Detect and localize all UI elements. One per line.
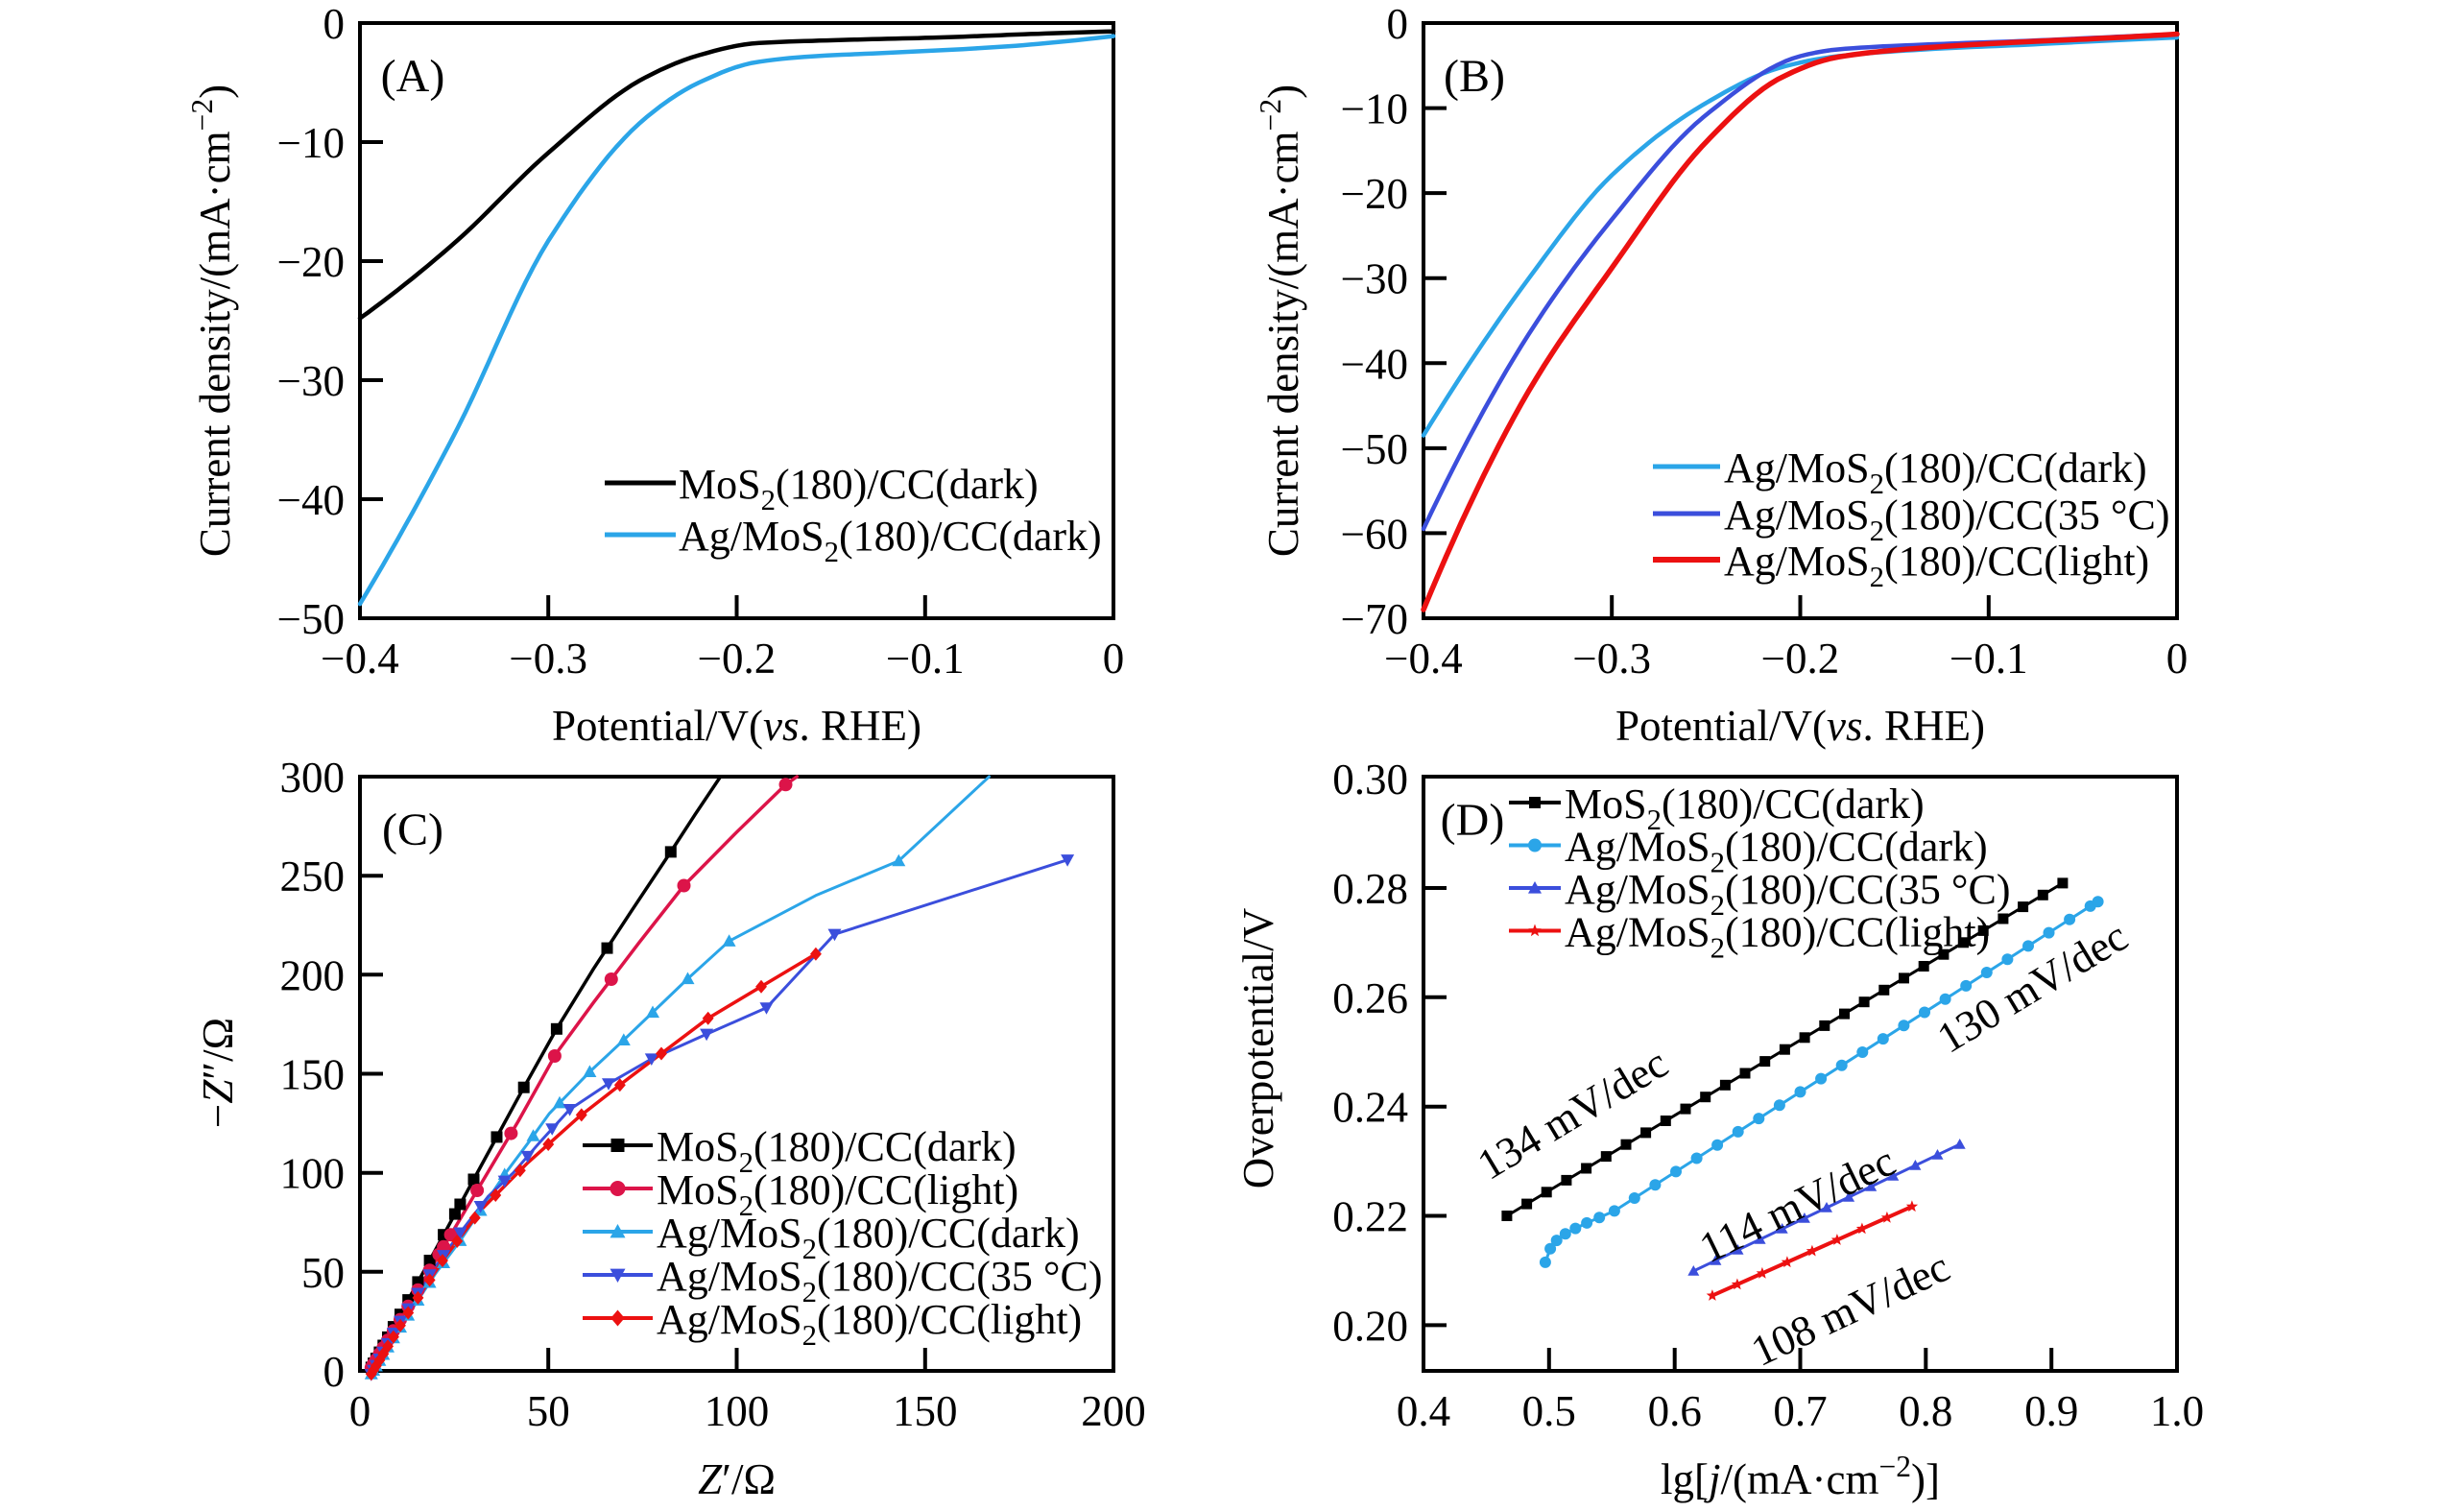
svg-text:150: 150 [893, 1387, 958, 1435]
svg-text:Potential/V(vs. RHE): Potential/V(vs. RHE) [1615, 702, 1985, 750]
svg-text:50: 50 [527, 1387, 570, 1435]
svg-text:−20: −20 [277, 238, 345, 286]
svg-text:−0.4: −0.4 [321, 635, 399, 683]
svg-text:−0.3: −0.3 [509, 635, 587, 683]
svg-text:Ag/MoS2​(180)/CC(light): Ag/MoS2​(180)/CC(light) [657, 1296, 1082, 1352]
svg-text:1.0: 1.0 [2150, 1387, 2204, 1435]
svg-text:0.22: 0.22 [1332, 1193, 1408, 1241]
svg-text:200: 200 [280, 951, 346, 999]
svg-text:−0.2: −0.2 [1761, 635, 1840, 683]
svg-text:−Z″/Ω: −Z″/Ω [194, 1018, 242, 1128]
svg-text:MoS2​(180)/CC(dark): MoS2​(180)/CC(dark) [1565, 780, 1925, 836]
svg-text:−0.1: −0.1 [1950, 635, 2028, 683]
svg-text:−60: −60 [1341, 510, 1408, 558]
svg-text:MoS2​(180)/CC(dark): MoS2​(180)/CC(dark) [679, 461, 1039, 516]
svg-text:(A): (A) [381, 51, 445, 102]
svg-text:(B): (B) [1444, 51, 1505, 102]
svg-text:0: 0 [1103, 635, 1125, 683]
svg-text:−50: −50 [277, 595, 345, 643]
svg-text:100: 100 [705, 1387, 770, 1435]
svg-text:−40: −40 [277, 476, 345, 524]
svg-text:−50: −50 [1341, 425, 1408, 473]
svg-text:−0.4: −0.4 [1384, 635, 1463, 683]
svg-text:Ag/MoS2​(180)/CC(35 °C): Ag/MoS2​(180)/CC(35 °C) [1565, 866, 2010, 922]
svg-text:Z′/Ω: Z′/Ω [698, 1455, 776, 1503]
svg-text:0.8: 0.8 [1899, 1387, 1952, 1435]
svg-text:Ag/MoS2​(180)/CC(light): Ag/MoS2​(180)/CC(light) [1565, 909, 1990, 965]
svg-text:−10: −10 [1341, 85, 1408, 133]
svg-text:0: 0 [2166, 635, 2189, 683]
svg-text:Current density/(mA·cm−2​): Current density/(mA·cm−2​) [185, 84, 239, 557]
svg-text:200: 200 [1081, 1387, 1146, 1435]
svg-text:0.9: 0.9 [2024, 1387, 2078, 1435]
svg-text:Potential/V(vs. RHE): Potential/V(vs. RHE) [552, 702, 921, 750]
svg-text:−0.1: −0.1 [886, 635, 965, 683]
svg-text:0.20: 0.20 [1332, 1302, 1408, 1350]
svg-text:Ag/MoS2​(180)/CC(35 °C): Ag/MoS2​(180)/CC(35 °C) [657, 1253, 1102, 1308]
svg-text:0: 0 [323, 1348, 346, 1396]
svg-text:Ag/MoS2​(180)/CC(light): Ag/MoS2​(180)/CC(light) [1724, 538, 2149, 593]
svg-text:Ag/MoS2​(180)/CC(35 °C): Ag/MoS2​(180)/CC(35 °C) [1724, 492, 2169, 547]
svg-text:−10: −10 [277, 119, 345, 167]
svg-text:50: 50 [301, 1249, 345, 1297]
svg-text:MoS2​(180)/CC(light): MoS2​(180)/CC(light) [657, 1166, 1018, 1222]
svg-text:MoS2​(180)/CC(dark): MoS2​(180)/CC(dark) [657, 1123, 1017, 1179]
svg-text:0.30: 0.30 [1332, 756, 1408, 804]
svg-text:0.28: 0.28 [1332, 865, 1408, 913]
svg-text:0: 0 [323, 0, 346, 48]
svg-text:Overpotential/V: Overpotential/V [1234, 908, 1282, 1188]
svg-text:Current density/(mA·cm−2​): Current density/(mA·cm−2​) [1254, 84, 1307, 557]
svg-text:0.4: 0.4 [1397, 1387, 1450, 1435]
svg-text:(C): (C) [382, 804, 443, 855]
svg-text:0.24: 0.24 [1332, 1084, 1408, 1132]
svg-text:(D): (D) [1441, 795, 1505, 846]
svg-text:Ag/MoS2​(180)/CC(dark): Ag/MoS2​(180)/CC(dark) [1724, 444, 2147, 500]
svg-text:−40: −40 [1341, 340, 1408, 388]
svg-text:Ag/MoS2​(180)/CC(dark): Ag/MoS2​(180)/CC(dark) [679, 513, 1102, 568]
svg-text:0: 0 [1387, 0, 1409, 48]
svg-text:0.5: 0.5 [1522, 1387, 1576, 1435]
svg-text:−70: −70 [1341, 595, 1408, 643]
svg-text:−30: −30 [1341, 255, 1408, 303]
svg-text:Ag/MoS2​(180)/CC(dark): Ag/MoS2​(180)/CC(dark) [657, 1210, 1080, 1265]
svg-text:Ag/MoS2​(180)/CC(dark): Ag/MoS2​(180)/CC(dark) [1565, 824, 1988, 879]
svg-text:−30: −30 [277, 357, 345, 405]
svg-text:−20: −20 [1341, 170, 1408, 218]
svg-text:−0.2: −0.2 [698, 635, 777, 683]
svg-text:0: 0 [349, 1387, 371, 1435]
svg-text:0.7: 0.7 [1773, 1387, 1827, 1435]
svg-text:250: 250 [280, 852, 346, 900]
svg-text:100: 100 [280, 1150, 346, 1198]
svg-text:−0.3: −0.3 [1572, 635, 1651, 683]
svg-text:0.26: 0.26 [1332, 974, 1408, 1022]
svg-text:300: 300 [280, 754, 346, 802]
svg-text:0.6: 0.6 [1648, 1387, 1702, 1435]
svg-text:150: 150 [280, 1051, 346, 1099]
